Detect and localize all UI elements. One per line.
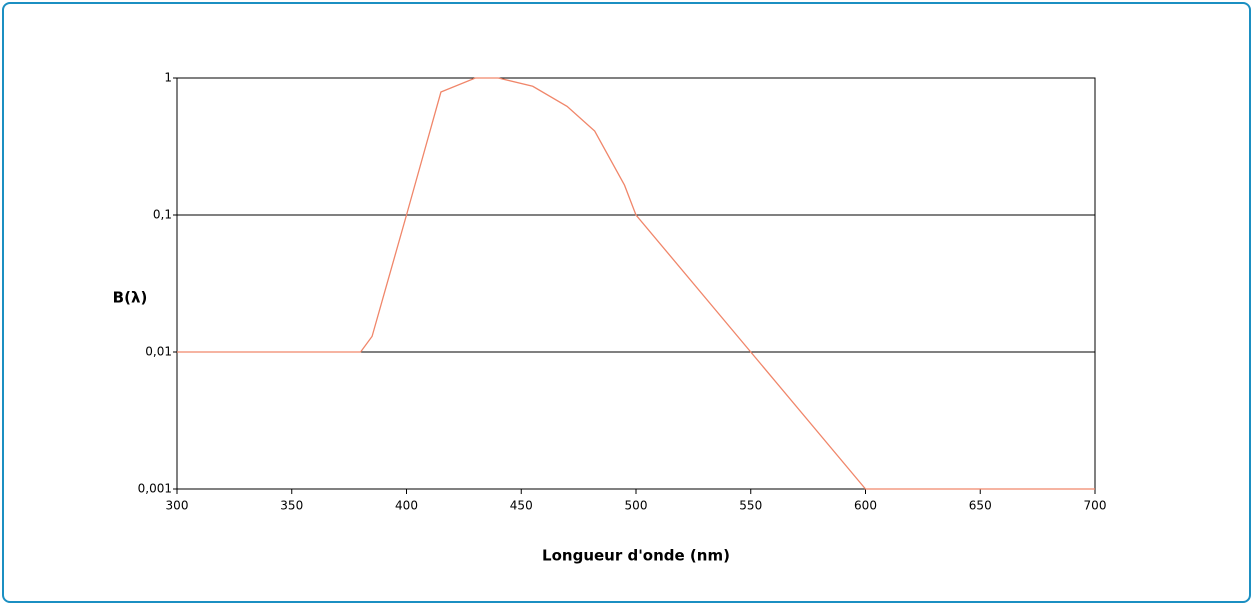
x-tick-label: 400: [395, 499, 418, 513]
y-tick-label: 0,01: [145, 345, 172, 359]
y-tick-label: 0,001: [138, 482, 172, 496]
plot-area: [176, 77, 1096, 490]
x-tick-label: 650: [969, 499, 992, 513]
y-tick-label: 0,1: [153, 208, 172, 222]
x-axis-label: Longueur d'onde (nm): [542, 547, 730, 565]
y-axis-label: B(λ): [113, 289, 148, 307]
data-line: [177, 77, 1095, 490]
y-tick-label: 1: [164, 71, 172, 85]
x-tick-label: 350: [280, 499, 303, 513]
x-tick-label: 700: [1084, 499, 1107, 513]
x-tick-label: 550: [739, 499, 762, 513]
x-tick-label: 600: [854, 499, 877, 513]
x-tick-label: 500: [625, 499, 648, 513]
x-tick-label: 450: [510, 499, 533, 513]
x-tick-label: 300: [166, 499, 189, 513]
